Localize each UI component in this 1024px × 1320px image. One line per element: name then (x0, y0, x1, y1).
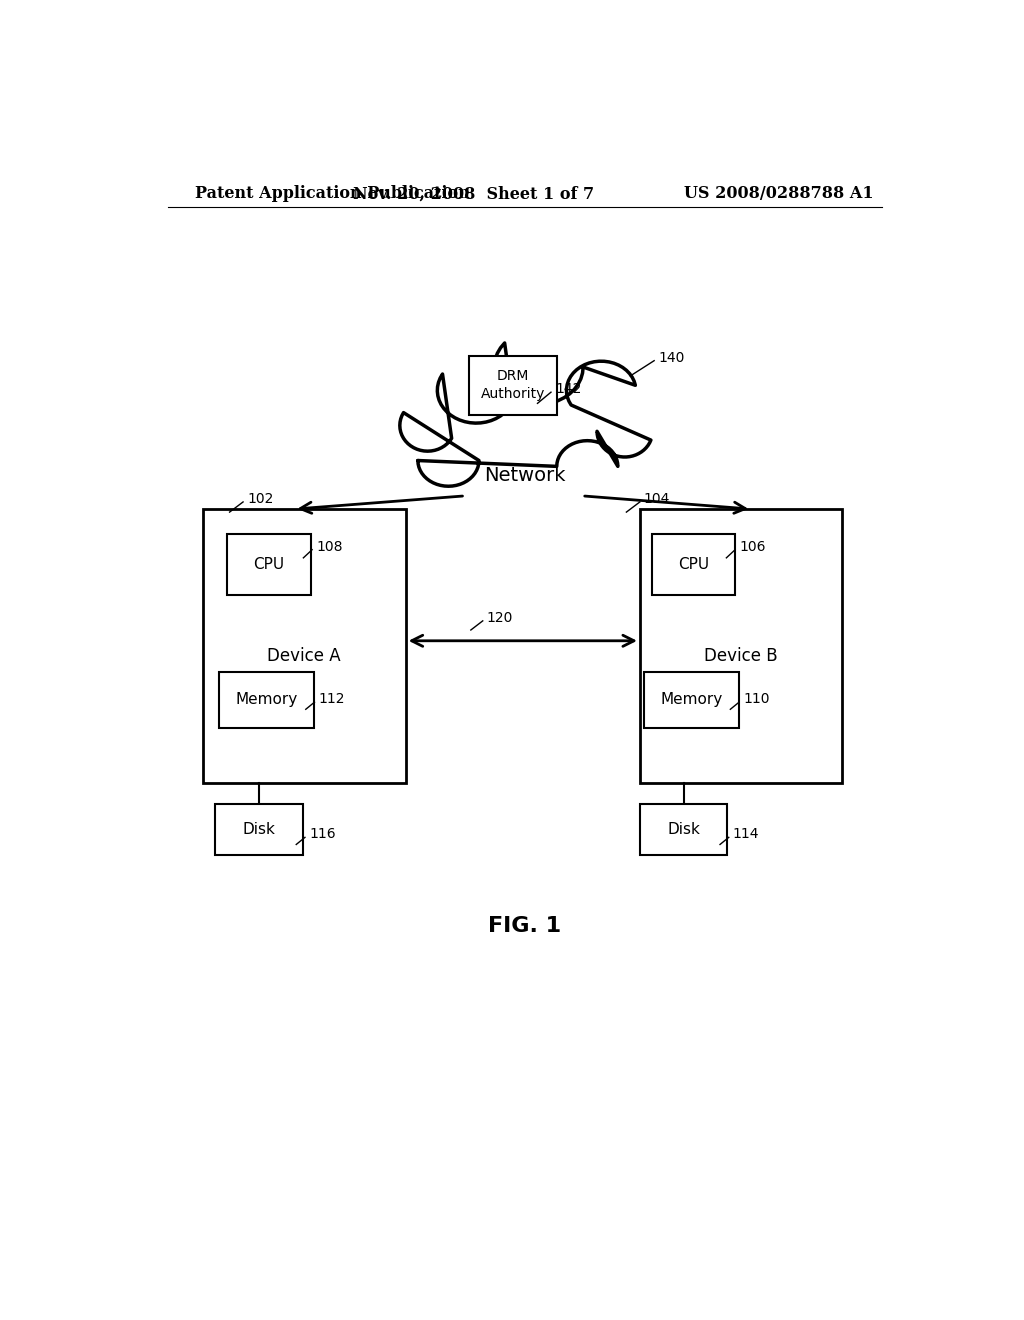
Text: Patent Application Publication: Patent Application Publication (196, 186, 470, 202)
Bar (640, 510, 843, 784)
Bar (204, 510, 406, 784)
Text: 116: 116 (309, 828, 336, 841)
Text: Disk: Disk (667, 822, 700, 837)
Text: Memory: Memory (236, 692, 298, 708)
Text: FIG. 1: FIG. 1 (488, 916, 561, 936)
Bar (469, 355, 557, 414)
Bar (652, 535, 735, 595)
Text: 104: 104 (644, 492, 671, 506)
Text: CPU: CPU (678, 557, 709, 573)
Bar (215, 804, 303, 854)
Text: US 2008/0288788 A1: US 2008/0288788 A1 (684, 186, 873, 202)
Text: DRM
Authority: DRM Authority (480, 370, 545, 401)
Text: 110: 110 (743, 692, 770, 706)
Text: 142: 142 (555, 381, 582, 396)
Text: 114: 114 (733, 828, 759, 841)
Text: CPU: CPU (253, 557, 285, 573)
Bar (644, 672, 739, 727)
Text: 102: 102 (247, 492, 273, 506)
Text: Memory: Memory (660, 692, 723, 708)
Text: Disk: Disk (243, 822, 275, 837)
Text: 108: 108 (316, 540, 343, 553)
Bar (227, 535, 310, 595)
Text: Nov. 20, 2008  Sheet 1 of 7: Nov. 20, 2008 Sheet 1 of 7 (352, 186, 594, 202)
Bar (219, 672, 314, 727)
Text: Device A: Device A (267, 647, 341, 665)
Text: Device B: Device B (703, 647, 777, 665)
Bar (640, 804, 727, 854)
Text: 140: 140 (658, 351, 684, 364)
Text: 112: 112 (318, 692, 345, 706)
Polygon shape (399, 343, 651, 486)
Text: Network: Network (484, 466, 565, 484)
Text: 106: 106 (739, 540, 766, 553)
Text: 120: 120 (486, 611, 513, 624)
